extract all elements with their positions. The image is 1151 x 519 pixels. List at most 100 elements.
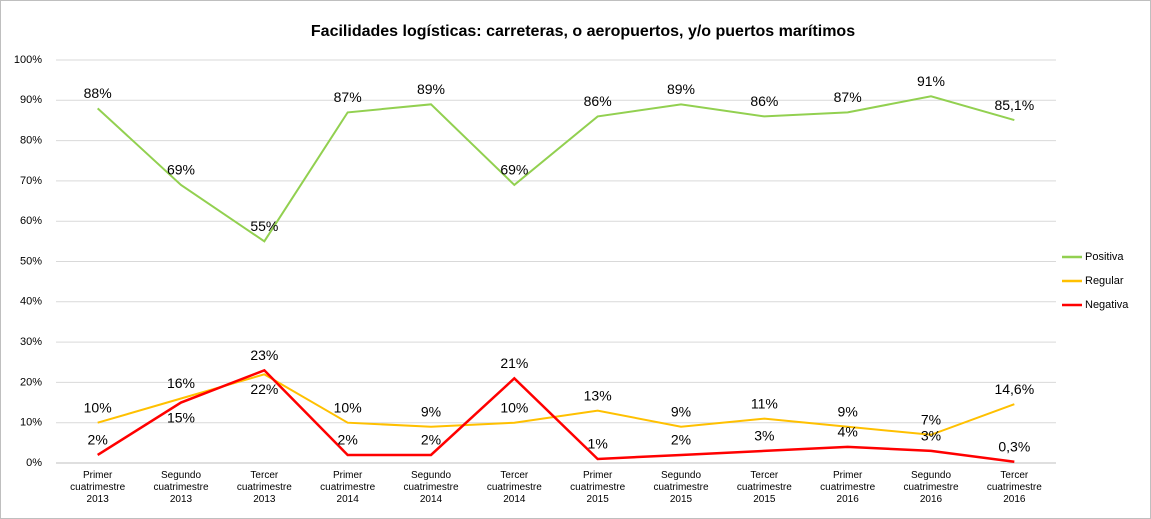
x-tick-label-line: cuatrimestre [70, 482, 125, 493]
x-tick-label-line: cuatrimestre [487, 482, 542, 493]
data-label: 2% [421, 432, 441, 448]
data-label: 14,6% [994, 381, 1034, 397]
data-label: 89% [667, 81, 695, 97]
y-tick-label: 100% [14, 54, 42, 66]
x-tick-label-line: Tercer [750, 470, 778, 481]
x-tick-label-line: cuatrimestre [153, 482, 208, 493]
y-tick-label: 80% [20, 135, 42, 147]
x-tick-label-line: Segundo [911, 470, 951, 481]
data-label: 55% [250, 218, 278, 234]
chart-title: Facilidades logísticas: carreteras, o ae… [311, 23, 855, 40]
x-tick-label-line: cuatrimestre [653, 482, 708, 493]
series-line [97, 368, 1015, 464]
x-tick-label-line: cuatrimestre [320, 482, 375, 493]
y-tick-label: 30% [20, 336, 42, 348]
x-tick-label: Tercer cuatrimestre 2016 [987, 470, 1042, 505]
x-tick-label-line: cuatrimestre [403, 482, 458, 493]
x-tick-label-line: 2016 [1003, 494, 1026, 505]
x-tick-label-line: 2013 [87, 494, 110, 505]
legend-label: Negativa [1085, 299, 1129, 311]
y-tick-label: 0% [26, 457, 42, 469]
series-line [97, 373, 1015, 436]
x-tick-label-line: 2013 [253, 494, 276, 505]
y-tick-label: 60% [20, 215, 42, 227]
data-label: 10% [84, 399, 112, 415]
x-tick-label-line: cuatrimestre [987, 482, 1042, 493]
x-tick-label: Segundo cuatrimestre 2014 [403, 470, 458, 505]
x-tick-label-line: Primer [83, 470, 113, 481]
x-tick-label: Primer cuatrimestre 2013 [70, 470, 125, 505]
x-tick-label-line: cuatrimestre [737, 482, 792, 493]
x-tick-label-line: 2016 [920, 494, 943, 505]
data-label: 1% [588, 436, 608, 452]
y-tick-label: 40% [20, 296, 42, 308]
data-label: 87% [334, 89, 362, 105]
x-tick-label: Segundo cuatrimestre 2013 [153, 470, 208, 505]
data-label: 2% [88, 432, 108, 448]
x-tick-label-line: 2014 [503, 494, 526, 505]
x-tick-label: Tercer cuatrimestre 2014 [487, 470, 542, 505]
data-label: 85,1% [994, 97, 1034, 113]
x-tick-label-line: cuatrimestre [903, 482, 958, 493]
data-label: 10% [334, 399, 362, 415]
data-label: 9% [421, 403, 441, 419]
x-tick-label: Primer cuatrimestre 2015 [570, 470, 625, 505]
x-tick-label-line: Tercer [500, 470, 528, 481]
data-label: 2% [338, 432, 358, 448]
y-tick-label: 10% [20, 417, 42, 429]
data-label: 9% [671, 403, 691, 419]
x-tick-label: Segundo cuatrimestre 2015 [653, 470, 708, 505]
x-tick-label-line: 2015 [753, 494, 776, 505]
data-label: 91% [917, 73, 945, 89]
y-tick-label: 20% [20, 376, 42, 388]
data-label: 69% [167, 162, 195, 178]
x-tick-label-line: 2015 [670, 494, 693, 505]
x-tick-label-line: 2016 [837, 494, 860, 505]
data-label: 22% [250, 381, 278, 397]
data-label: 3% [754, 428, 774, 444]
x-tick-label-line: cuatrimestre [820, 482, 875, 493]
y-tick-label: 90% [20, 94, 42, 106]
x-tick-label-line: cuatrimestre [237, 482, 292, 493]
x-tick-label-line: Tercer [1000, 470, 1028, 481]
legend-label: Regular [1085, 275, 1124, 287]
x-tick-label-line: 2015 [587, 494, 610, 505]
x-tick-label: Primer cuatrimestre 2016 [820, 470, 875, 505]
data-label: 9% [838, 403, 858, 419]
data-label: 86% [750, 93, 778, 109]
x-tick-label-line: 2014 [337, 494, 360, 505]
y-tick-label: 70% [20, 175, 42, 187]
data-label: 16% [167, 375, 195, 391]
series-line [96, 95, 1015, 243]
x-tick-label: Primer cuatrimestre 2014 [320, 470, 375, 505]
x-tick-label-line: Segundo [411, 470, 451, 481]
x-tick-label-line: Tercer [250, 470, 278, 481]
data-label: 23% [250, 347, 278, 363]
x-tick-label-line: 2014 [420, 494, 443, 505]
x-tick-label: Tercer cuatrimestre 2013 [237, 470, 292, 505]
x-tick-label-line: Segundo [161, 470, 201, 481]
data-label: 4% [838, 424, 858, 440]
data-label: 10% [500, 399, 528, 415]
data-label: 7% [921, 411, 941, 427]
data-label: 2% [671, 432, 691, 448]
x-tick-label-line: Segundo [661, 470, 701, 481]
x-tick-label: Segundo cuatrimestre 2016 [903, 470, 958, 505]
legend-label: Positiva [1085, 251, 1124, 263]
data-label: 11% [751, 395, 778, 411]
data-label: 89% [417, 81, 445, 97]
x-tick-label-line: cuatrimestre [570, 482, 625, 493]
data-label: 3% [921, 428, 941, 444]
x-tick-label-line: Primer [833, 470, 863, 481]
data-label: 88% [84, 85, 112, 101]
x-tick-label: Tercer cuatrimestre 2015 [737, 470, 792, 505]
y-tick-label: 50% [20, 255, 42, 267]
data-label: 21% [500, 355, 528, 371]
x-tick-label-line: 2013 [170, 494, 193, 505]
data-label: 87% [834, 89, 862, 105]
data-label: 0,3% [998, 438, 1030, 454]
data-label: 86% [584, 93, 612, 109]
